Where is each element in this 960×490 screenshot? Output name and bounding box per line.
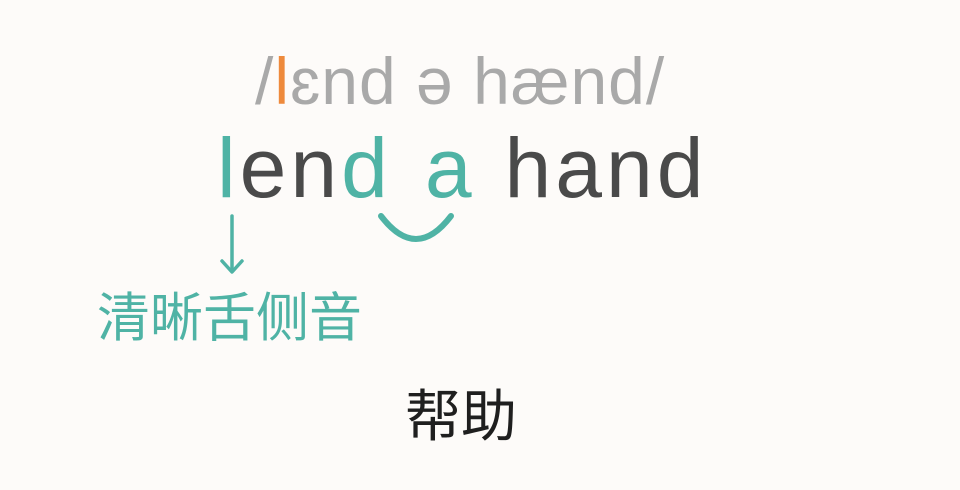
phonetic-highlight-l: l [274, 44, 291, 118]
meaning-text: 帮助 [405, 385, 517, 450]
letter-a-linked: a [424, 121, 476, 215]
phonetic-rest: ɛnd ə hænd/ [290, 44, 666, 118]
letters-hand: hand [504, 121, 708, 215]
phonetic-slash-open: / [255, 44, 275, 118]
phonetic-transcription: /lɛnd ə hænd/ [255, 48, 665, 114]
phrase: lend a hand [217, 126, 707, 210]
down-arrow-icon [220, 214, 244, 274]
letters-en: en [239, 121, 342, 215]
word-a: a [425, 126, 476, 210]
letter-d-linked: d [341, 121, 392, 215]
letter-l-highlight: l [217, 121, 240, 215]
annotation-label: 清晰舌侧音 [97, 288, 362, 349]
liaison-arc-icon [378, 213, 454, 242]
word-hand: hand [505, 126, 708, 210]
word-lend: lend [217, 126, 392, 210]
